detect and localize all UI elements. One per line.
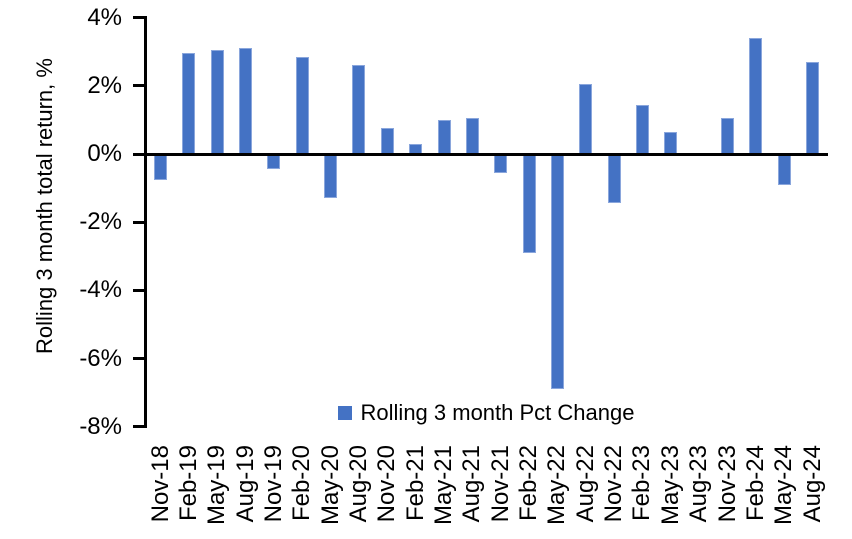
bar-May-20 <box>324 154 338 199</box>
y-tick-mark <box>133 220 147 224</box>
x-tick-label: Nov-22 <box>600 445 628 523</box>
y-tick-mark <box>133 152 147 156</box>
legend: Rolling 3 month Pct Change <box>144 400 828 426</box>
x-tick-label: Nov-19 <box>259 445 287 523</box>
x-tick-label: Feb-20 <box>288 445 316 522</box>
bar-Aug-24 <box>806 61 820 154</box>
x-tick-label: Feb-21 <box>401 445 429 522</box>
bar-May-19 <box>210 49 224 154</box>
y-tick-label: -8% <box>79 412 122 440</box>
bar-Feb-23 <box>635 104 649 154</box>
legend-label: Rolling 3 month Pct Change <box>360 400 635 425</box>
y-tick-label: -6% <box>79 344 122 372</box>
bar-May-23 <box>664 131 678 154</box>
x-tick-label: May-19 <box>203 445 231 526</box>
x-tick-label: Aug-20 <box>344 445 372 523</box>
zero-baseline <box>144 152 828 156</box>
x-tick-label: Nov-20 <box>373 445 401 523</box>
x-tick-label: Feb-24 <box>741 445 769 522</box>
bar-Feb-22 <box>522 154 536 253</box>
y-tick-mark <box>133 84 147 88</box>
y-tick-label: -2% <box>79 208 122 236</box>
y-tick-label: 4% <box>87 3 122 31</box>
legend-swatch-icon <box>337 406 352 420</box>
x-tick-label: May-20 <box>316 445 344 526</box>
y-tick-label: -4% <box>79 276 122 304</box>
x-tick-label: Aug-23 <box>685 445 713 523</box>
x-tick-label: Aug-24 <box>798 445 826 523</box>
x-tick-label: Aug-21 <box>458 445 486 523</box>
bar-Nov-23 <box>721 118 734 154</box>
x-tick-label: May-24 <box>770 445 798 526</box>
x-tick-label: Nov-23 <box>713 445 741 523</box>
y-tick-mark <box>133 357 147 361</box>
x-tick-label: Feb-19 <box>174 445 202 522</box>
x-tick-label: Aug-19 <box>231 445 259 523</box>
x-tick-label: Feb-23 <box>628 445 656 522</box>
x-tick-label: Aug-22 <box>571 445 599 523</box>
bar-Feb-24 <box>749 38 763 154</box>
bar-Nov-19 <box>267 154 281 170</box>
bar-Nov-22 <box>607 154 621 204</box>
bar-May-24 <box>777 154 791 185</box>
x-tick-label: May-22 <box>543 445 571 526</box>
bar-Aug-20 <box>352 65 366 154</box>
x-tick-label: Nov-21 <box>486 445 514 523</box>
x-tick-label: May-21 <box>430 445 457 526</box>
bar-Aug-22 <box>579 84 593 154</box>
bar-Feb-20 <box>295 56 309 154</box>
bar-Aug-21 <box>465 118 479 154</box>
y-tick-mark <box>133 425 147 429</box>
y-tick-mark <box>133 16 147 20</box>
bar-Nov-18 <box>154 154 167 180</box>
y-tick-mark <box>133 288 147 292</box>
bar-Aug-19 <box>239 48 253 154</box>
bar-Nov-21 <box>494 154 508 173</box>
bar-May-21 <box>437 119 451 154</box>
bar-Feb-19 <box>182 53 196 154</box>
x-tick-label: Nov-18 <box>146 445 174 523</box>
bar-May-22 <box>550 154 564 390</box>
x-tick-label: Feb-22 <box>515 445 543 522</box>
y-tick-label: 2% <box>87 71 122 99</box>
x-tick-label: May-23 <box>656 445 684 526</box>
bar-Nov-20 <box>380 128 394 154</box>
y-tick-label: 0% <box>87 140 122 167</box>
